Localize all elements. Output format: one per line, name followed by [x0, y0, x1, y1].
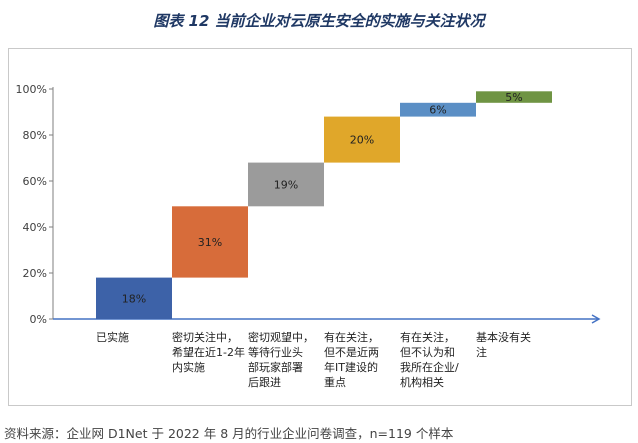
y-tick-label: 60%: [23, 175, 47, 188]
bar: [324, 116, 400, 163]
y-tick-label: 40%: [23, 221, 47, 234]
bar: [172, 206, 248, 278]
bar: [400, 102, 476, 117]
bar: [96, 277, 172, 319]
y-tick-label: 0%: [30, 313, 47, 326]
bar-value-label: 6%: [429, 104, 446, 117]
bar-value-label: 20%: [350, 134, 374, 147]
category-label: 密切关注中，希望在近1-2年内实施: [172, 330, 245, 374]
category-label: 有在关注，但不是近两年IT建设的重点: [324, 330, 379, 389]
bar-value-label: 18%: [122, 292, 146, 305]
category-label: 密切观望中，等待行业头部玩家部署后跟进: [248, 330, 314, 389]
bar-value-label: 19%: [274, 178, 298, 191]
waterfall-chart: 0% 20% 40% 60% 80% 100% 18% 已实施 31% 密切关注中，希望在近1-2…: [16, 83, 601, 389]
bar: [476, 91, 552, 103]
category-label: 有在关注，但不认为和我所在企业/机构相关: [400, 330, 459, 389]
y-tick-label: 80%: [23, 129, 47, 142]
source-note: 资料来源：企业网 D1Net 于 2022 年 8 月的行业企业问卷调查，n=1…: [4, 426, 454, 441]
y-tick-label: 100%: [16, 83, 47, 96]
y-tick-label: 20%: [23, 267, 47, 280]
bar: [248, 162, 324, 207]
bar-value-label: 31%: [198, 236, 222, 249]
x-axis-arrow: [591, 314, 601, 324]
chart-frame: 0% 20% 40% 60% 80% 100% 18% 已实施 31% 密切关注中，希望在近1-2…: [8, 48, 632, 406]
category-label: 已实施: [96, 330, 129, 344]
chart-title: 图表 12 当前企业对云原生安全的实施与关注状况: [153, 12, 485, 30]
bar-value-label: 5%: [505, 91, 522, 104]
category-label: 基本没有关注: [476, 330, 531, 359]
